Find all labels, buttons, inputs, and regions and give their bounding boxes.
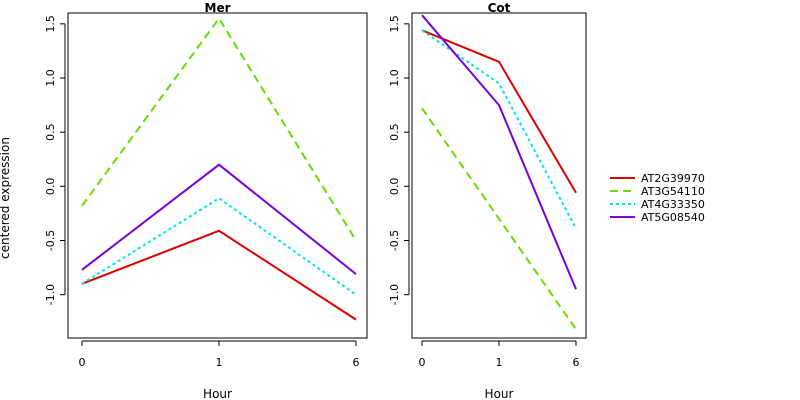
y-axis: -1.0 -0.5 0.0 0.5 1.0 1.5	[44, 15, 66, 305]
legend-label: AT2G39970	[641, 172, 705, 185]
y-tick-label: 0.0	[44, 178, 57, 196]
series-line-at2g39970	[81, 229, 357, 321]
x-tick-label: 6	[353, 356, 360, 369]
x-tick-label: 0	[419, 356, 426, 369]
y-axis-label: centered expression	[0, 137, 12, 259]
x-tick-label: 1	[216, 356, 223, 369]
legend-item: AT5G08540	[610, 211, 705, 224]
y-tick-label: 1.0	[388, 69, 401, 87]
panel-mer: Mer -1.0 -0.5 0.0 0.5 1.0 1.5 0 1 6 Hour	[44, 1, 368, 400]
series-line-at4g33350	[421, 29, 577, 230]
x-tick-label: 0	[79, 356, 86, 369]
panel-title: Mer	[205, 1, 231, 15]
x-tick-label: 1	[496, 356, 503, 369]
y-tick-label: -1.0	[388, 284, 401, 305]
chart-panels: Mer -1.0 -0.5 0.0 0.5 1.0 1.5 0 1 6 Hour Cot -1.0 -0.…	[44, 1, 587, 400]
plot-frame	[411, 12, 587, 339]
y-tick-label: 0.5	[388, 123, 401, 141]
panel-title: Cot	[488, 1, 511, 15]
y-axis: -1.0 -0.5 0.0 0.5 1.0 1.5	[388, 15, 410, 305]
series-line-at2g39970	[421, 29, 577, 194]
legend-item: AT2G39970	[610, 172, 705, 185]
y-tick-label: 0.5	[44, 123, 57, 141]
y-tick-label: -1.0	[44, 284, 57, 305]
series-line-at3g54110	[81, 16, 357, 242]
x-axis-label: Hour	[485, 387, 514, 400]
legend-label: AT5G08540	[641, 211, 705, 224]
y-tick-label: 1.5	[44, 15, 57, 33]
legend-item: AT4G33350	[610, 198, 705, 211]
x-axis: 0 1 6 Hour	[419, 340, 580, 400]
plot-frame	[67, 12, 368, 339]
y-tick-label: 1.5	[388, 15, 401, 33]
series-line-at4g33350	[81, 197, 357, 296]
y-tick-label: -0.5	[388, 230, 401, 251]
series-line-at5g08540	[421, 14, 577, 290]
panel-cot: Cot -1.0 -0.5 0.0 0.5 1.0 1.5 0 1 6 Hour	[388, 1, 587, 400]
series-line-at5g08540	[81, 163, 357, 275]
y-tick-label: 1.0	[44, 69, 57, 87]
legend-label: AT3G54110	[641, 185, 705, 198]
y-tick-label: -0.5	[44, 230, 57, 251]
legend-item: AT3G54110	[610, 185, 705, 198]
x-tick-label: 6	[573, 356, 580, 369]
x-axis: 0 1 6 Hour	[79, 340, 360, 400]
y-tick-label: 0.0	[388, 178, 401, 196]
x-axis-label: Hour	[203, 387, 232, 400]
legend-label: AT4G33350	[641, 198, 705, 211]
series-line-at3g54110	[421, 107, 577, 330]
